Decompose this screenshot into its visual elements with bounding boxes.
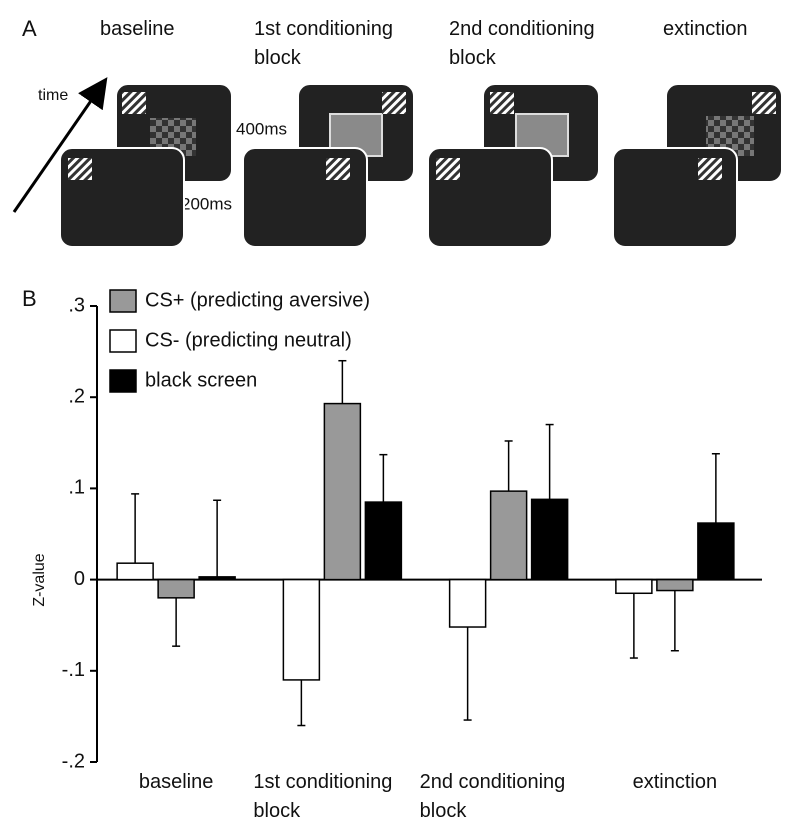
legend-label: black screen <box>145 369 257 391</box>
panel-label: A <box>22 16 37 41</box>
x-tick-label: baseline <box>138 771 214 793</box>
legend-label: CS- (predicting neutral) <box>145 329 352 351</box>
bar <box>656 578 694 592</box>
interval-label: 400ms <box>236 119 287 138</box>
bar <box>448 578 487 628</box>
y-tick-label: .3 <box>68 294 85 316</box>
screens <box>59 83 783 248</box>
x-tick-label: 1st conditioning block <box>253 771 393 822</box>
bar <box>157 578 195 599</box>
panel-label: B <box>22 286 37 311</box>
bar <box>364 501 403 581</box>
bar <box>489 490 528 581</box>
legend-swatch <box>109 329 137 353</box>
phase-label: baseline <box>100 18 175 40</box>
phase-label: extinction <box>663 18 748 40</box>
phase-label: 2nd conditioning block <box>449 18 595 69</box>
interval-label: 200ms <box>181 194 232 213</box>
bar <box>323 402 362 581</box>
y-tick-label: -.1 <box>62 659 85 681</box>
bar <box>116 562 154 581</box>
x-tick-label: 2nd conditioning block <box>419 771 566 822</box>
bar-chart: -.2 -.1 0 .1 .2 .3 Z-value CS+ (predicting aver… <box>31 289 762 772</box>
bar <box>282 578 321 681</box>
x-tick-label: extinction <box>632 771 718 793</box>
bar <box>530 498 569 581</box>
bar <box>198 576 236 581</box>
y-axis-label: Z-value <box>31 553 48 606</box>
y-tick-label: 0 <box>74 568 85 590</box>
time-arrow <box>12 77 108 213</box>
y-tick-label: .1 <box>68 477 85 499</box>
bar <box>697 522 735 581</box>
y-tick-label: -.2 <box>62 750 85 772</box>
legend-label: CS+ (predicting aversive) <box>145 289 370 311</box>
legend-swatch <box>109 289 137 313</box>
y-tick-label: .2 <box>68 385 85 407</box>
time-label: time <box>38 87 68 104</box>
bar <box>615 578 653 595</box>
phase-label: 1st conditioning block <box>254 18 393 69</box>
legend-swatch <box>109 369 137 393</box>
